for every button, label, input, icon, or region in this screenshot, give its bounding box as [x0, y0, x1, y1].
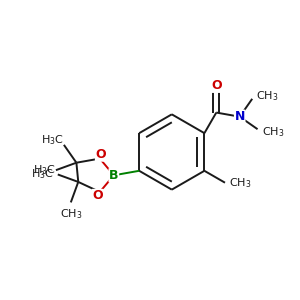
- Text: H$_3$C: H$_3$C: [41, 133, 64, 147]
- Text: H$_3$C: H$_3$C: [33, 164, 56, 177]
- Text: CH$_3$: CH$_3$: [262, 125, 284, 139]
- Text: B: B: [109, 169, 119, 182]
- Text: O: O: [95, 148, 106, 161]
- Text: O: O: [211, 79, 222, 92]
- Text: H$_3$C: H$_3$C: [31, 167, 54, 181]
- Text: CH$_3$: CH$_3$: [256, 89, 279, 103]
- Text: N: N: [235, 110, 245, 123]
- Text: CH$_3$: CH$_3$: [60, 207, 82, 221]
- Text: CH$_3$: CH$_3$: [229, 176, 251, 190]
- Text: O: O: [92, 189, 103, 203]
